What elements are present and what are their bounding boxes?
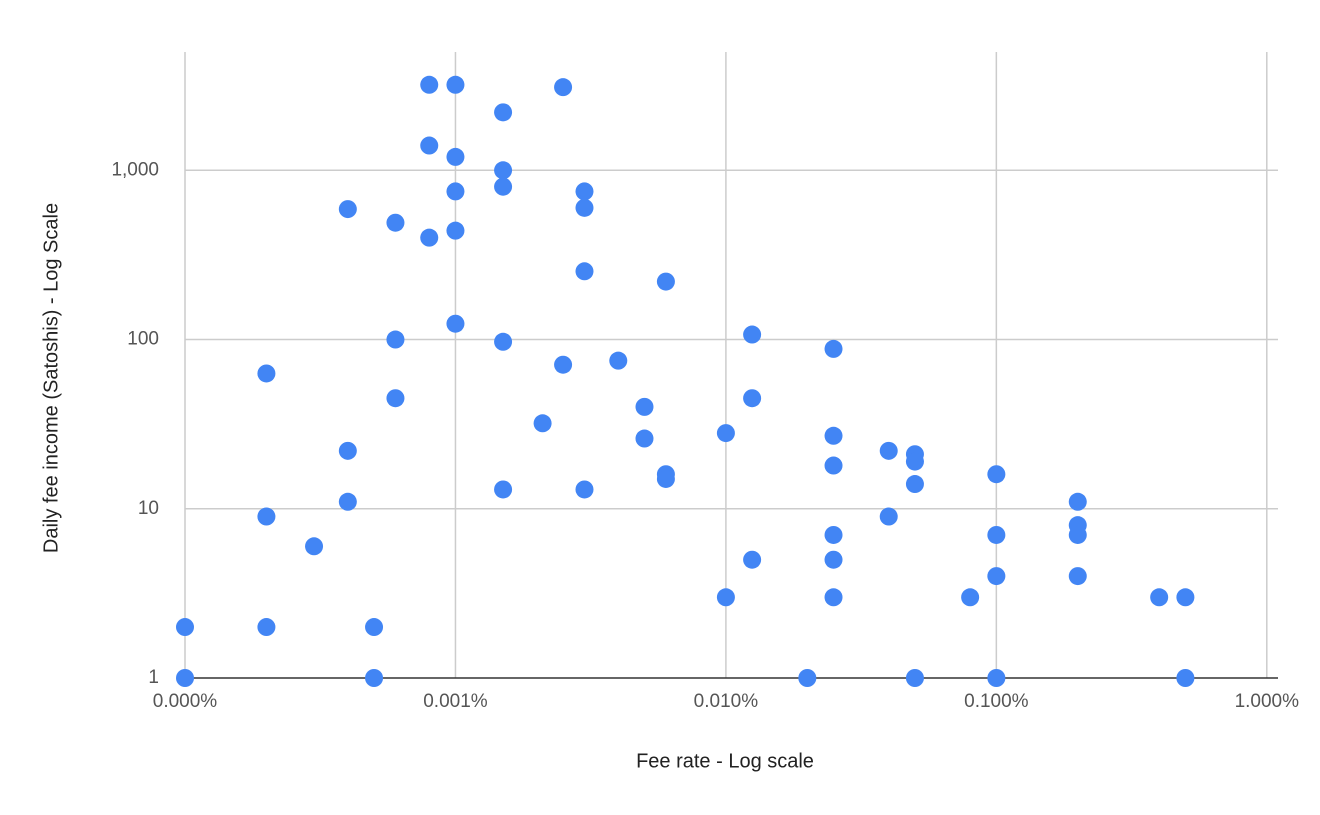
point (987, 669, 1006, 687)
point (824, 550, 843, 569)
point (743, 550, 762, 569)
x-tick-label: 0.100% (964, 691, 1029, 712)
point (635, 429, 654, 448)
point (716, 588, 735, 607)
point (338, 441, 357, 460)
point (386, 389, 405, 408)
x-tick-label: 0.001% (423, 691, 488, 712)
point (575, 182, 594, 201)
y-axis-title: Daily fee income (Satoshis) - Log Scale (40, 203, 62, 553)
point (446, 147, 465, 166)
point (533, 414, 552, 433)
y-tick-label: 1,000 (111, 159, 159, 180)
point (365, 669, 384, 687)
point (420, 75, 439, 94)
point (1068, 567, 1087, 586)
point (609, 351, 628, 370)
point (743, 389, 762, 408)
point (575, 480, 594, 499)
point (575, 262, 594, 281)
point (494, 332, 513, 351)
point (420, 136, 439, 155)
point (365, 618, 384, 637)
point (386, 330, 405, 349)
x-axis-title: Fee rate - Log scale (636, 750, 814, 772)
point (575, 198, 594, 217)
point (1176, 669, 1195, 687)
point (824, 456, 843, 475)
point (879, 507, 898, 526)
point (743, 325, 762, 344)
point (420, 228, 439, 247)
point (446, 75, 465, 94)
point (905, 452, 924, 471)
point (987, 465, 1006, 484)
point (905, 669, 924, 687)
point (656, 272, 675, 291)
point (446, 314, 465, 333)
point (494, 177, 513, 196)
point (987, 567, 1006, 586)
x-tick-label: 0.000% (153, 691, 218, 712)
point (176, 669, 194, 687)
point (716, 424, 735, 443)
point (1150, 588, 1169, 607)
point (446, 182, 465, 201)
point (824, 525, 843, 544)
point (656, 469, 675, 488)
point (635, 397, 654, 416)
point (961, 588, 980, 607)
point (494, 480, 513, 499)
x-tick-label: 1.000% (1235, 691, 1300, 712)
point (338, 200, 357, 219)
point (305, 537, 324, 556)
point (386, 213, 405, 232)
point (824, 426, 843, 445)
point (798, 669, 817, 687)
point (879, 441, 898, 460)
y-tick-label: 10 (138, 498, 159, 519)
point (987, 525, 1006, 544)
point (446, 221, 465, 240)
point (554, 78, 573, 97)
x-tick-label: 0.010% (694, 691, 759, 712)
point (494, 103, 513, 122)
point (176, 618, 194, 637)
point (1176, 588, 1195, 607)
point (1068, 492, 1087, 511)
point (338, 492, 357, 511)
point (905, 475, 924, 494)
point (257, 364, 276, 383)
point (257, 507, 276, 526)
point (554, 355, 573, 374)
point (824, 339, 843, 358)
point (1068, 525, 1087, 544)
y-tick-label: 100 (127, 329, 159, 350)
y-tick-label: 1 (148, 667, 159, 688)
point (257, 618, 276, 637)
point (824, 588, 843, 607)
point (494, 161, 513, 180)
